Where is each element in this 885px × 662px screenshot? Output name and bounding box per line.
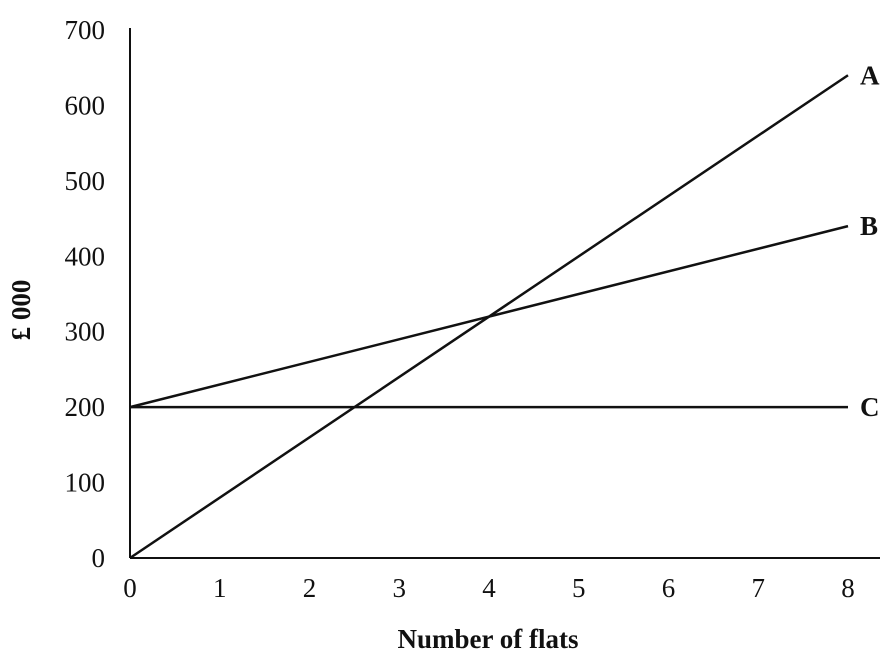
x-tick-label: 6 <box>662 573 676 603</box>
y-tick-label: 200 <box>65 392 106 422</box>
x-tick-label: 7 <box>752 573 766 603</box>
x-tick-label: 8 <box>841 573 855 603</box>
y-tick-label: 500 <box>65 166 106 196</box>
series-label-b: B <box>860 211 878 241</box>
y-axis-title: £ 000 <box>6 280 36 341</box>
y-tick-label: 300 <box>65 317 106 347</box>
series-label-a: A <box>860 60 880 90</box>
x-tick-label: 4 <box>482 573 496 603</box>
y-tick-label: 400 <box>65 241 106 271</box>
series-label-c: C <box>860 392 880 422</box>
x-axis-ticks: 0 1 2 3 4 5 6 7 8 <box>123 573 855 603</box>
series-line-b <box>129 224 849 409</box>
series-lines <box>129 74 849 560</box>
y-axis-ticks: 0 100 200 300 400 500 600 700 <box>65 15 106 573</box>
y-tick-label: 100 <box>65 468 106 498</box>
x-tick-label: 0 <box>123 573 137 603</box>
y-tick-label: 700 <box>65 15 106 45</box>
y-tick-label: 600 <box>65 90 106 120</box>
x-tick-label: 2 <box>303 573 317 603</box>
x-tick-label: 3 <box>393 573 407 603</box>
y-tick-label: 0 <box>92 543 106 573</box>
x-tick-label: 5 <box>572 573 586 603</box>
x-tick-label: 1 <box>213 573 227 603</box>
series-labels: A B C <box>860 60 880 422</box>
x-axis-title: Number of flats <box>398 624 579 654</box>
